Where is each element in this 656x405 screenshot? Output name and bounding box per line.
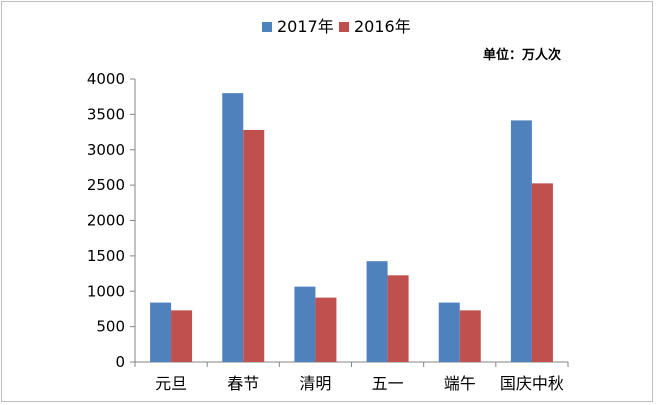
y-tick-label: 0 [115, 353, 125, 371]
bar-2017 [150, 302, 172, 362]
y-tick-label: 1000 [87, 282, 125, 300]
legend: 2017年 2016年 [262, 17, 411, 36]
legend-swatch-2017 [262, 22, 272, 32]
x-tick-label: 五一 [372, 374, 404, 393]
bar-2017 [222, 93, 244, 363]
x-tick-label: 元旦 [155, 374, 187, 393]
axes [130, 78, 569, 367]
legend-swatch-2016 [339, 22, 349, 32]
bar-2016 [459, 310, 481, 362]
x-tick-label: 春节 [227, 374, 259, 393]
bar-2016 [387, 275, 409, 362]
legend-label-2016: 2016年 [354, 17, 411, 36]
bar-2016 [171, 310, 193, 362]
y-tick-label: 500 [96, 318, 125, 336]
bar-2017 [294, 286, 316, 362]
bars [150, 93, 553, 363]
y-tick-label: 3000 [87, 141, 125, 159]
bar-2017 [438, 302, 460, 362]
x-tick-label: 端午 [444, 374, 476, 393]
bar-2017 [510, 120, 532, 362]
y-tick-label: 4000 [87, 70, 125, 88]
bar-2016 [531, 183, 553, 362]
bar-2016 [315, 297, 337, 362]
y-tick-label: 1500 [87, 247, 125, 265]
legend-label-2017: 2017年 [277, 17, 334, 36]
x-tick-label: 国庆中秋 [500, 374, 564, 393]
x-tick-label: 清明 [299, 374, 331, 393]
axis-labels: 0 500 1000 1500 2000 2500 3000 3500 4000 元旦 春节 清明 五一… [87, 70, 564, 393]
bar-2017 [366, 261, 388, 362]
y-tick-label: 2000 [87, 212, 125, 230]
y-tick-label: 2500 [87, 176, 125, 194]
unit-label: 单位：万人次 [483, 47, 561, 63]
y-tick-label: 3500 [87, 105, 125, 123]
bar-2016 [243, 129, 265, 362]
